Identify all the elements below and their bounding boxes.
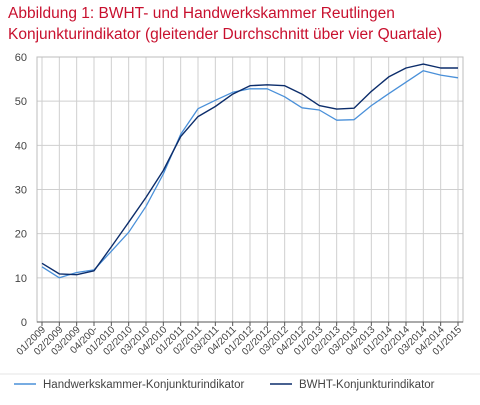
legend-label: Handwerkskammer-Konjunkturindikator (43, 379, 244, 391)
series-layer (41, 63, 459, 279)
y-tick-label: 30 (15, 185, 27, 197)
y-tick-label: 60 (15, 52, 27, 64)
y-tick-label: 10 (15, 273, 27, 285)
chart-title: Abbildung 1: BWHT- und Handwerkskammer R… (8, 5, 395, 22)
y-tick-label: 0 (21, 317, 27, 329)
chart-subtitle: Konjunkturindikator (gleitender Durchsch… (8, 26, 443, 43)
y-tick-label: 20 (15, 229, 27, 241)
legend: Handwerkskammer-Konjunkturindikator BWHT-… (0, 373, 480, 391)
series-line-handwerkskammer (41, 70, 459, 279)
y-tick-label: 50 (15, 96, 27, 108)
y-tick-label: 40 (15, 140, 27, 152)
series-line-bwht (41, 63, 458, 276)
legend-label: BWHT-Konjunkturindikator (299, 379, 435, 391)
chart-title-block: Abbildung 1: BWHT- und Handwerkskammer R… (8, 3, 476, 45)
